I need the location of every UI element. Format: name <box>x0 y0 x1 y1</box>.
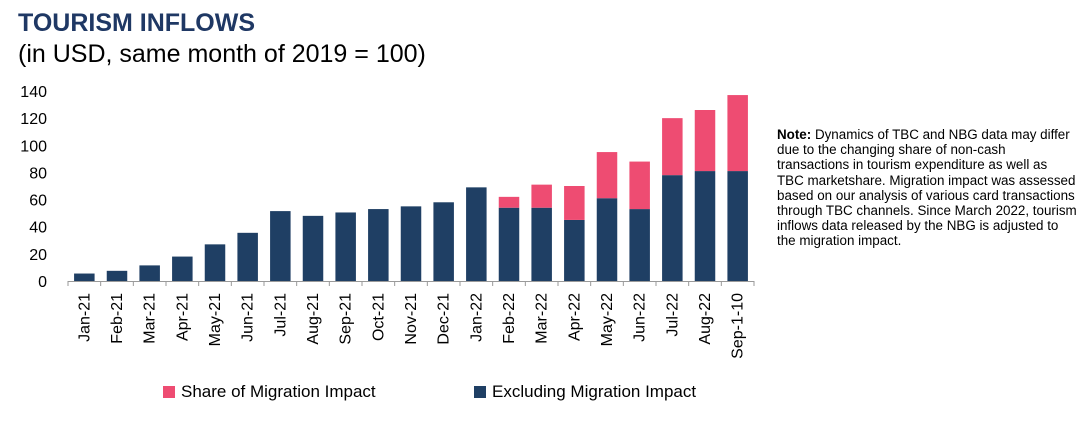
x-tick-label: May-21 <box>207 293 224 346</box>
y-tick-label: 100 <box>20 138 47 155</box>
bar-migration-impact <box>727 95 748 172</box>
legend-item-excluding: Excluding Migration Impact <box>474 382 696 402</box>
bar-excluding-migration <box>368 209 389 281</box>
bar-excluding-migration <box>74 273 95 281</box>
bar-excluding-migration <box>596 198 618 281</box>
y-tick-label: 0 <box>38 274 47 291</box>
x-tick-label: Mar-21 <box>142 293 159 344</box>
bar-migration-impact <box>531 184 552 208</box>
chart-title: TOURISM INFLOWS <box>18 9 256 37</box>
x-tick-label: Feb-21 <box>109 293 126 344</box>
x-tick-label: Jun-22 <box>632 293 649 342</box>
x-tick-label: Jul-22 <box>664 293 681 337</box>
x-tick-label: Feb-22 <box>501 293 518 344</box>
y-tick-label: 60 <box>29 193 47 210</box>
x-tick-label: Apr-22 <box>566 293 583 341</box>
note-body: Dynamics of TBC and NBG data may differ … <box>777 127 1077 249</box>
x-tick-label: Mar-22 <box>534 293 551 344</box>
bar-excluding-migration <box>270 211 291 281</box>
bar-migration-impact <box>596 152 618 199</box>
x-tick-label: Sep-1-10 <box>730 293 747 359</box>
x-tick-label: Oct-21 <box>370 293 387 341</box>
bar-excluding-migration <box>237 232 258 281</box>
x-tick-label: Sep-21 <box>338 293 355 345</box>
y-tick-label: 40 <box>29 220 47 237</box>
bar-migration-impact <box>662 118 683 176</box>
bar-excluding-migration <box>106 270 128 281</box>
stacked-bar-chart: 0 20 40 60 80 100 120 140 Jan-21 Feb-21 Mar-21 Apr-… <box>20 84 755 359</box>
note-label: Note: <box>777 127 812 142</box>
x-tick-label: Jun-21 <box>240 293 257 342</box>
legend-label-migration: Share of Migration Impact <box>181 382 376 401</box>
x-tick-label: Aug-21 <box>305 293 322 345</box>
chart-subtitle: (in USD, same month of 2019 = 100) <box>18 40 426 68</box>
legend-swatch-excluding <box>474 386 486 398</box>
x-tick-label: Jul-21 <box>272 293 289 337</box>
x-tick-label: Dec-21 <box>436 293 453 345</box>
y-tick-label: 120 <box>20 111 47 128</box>
bar-excluding-migration <box>564 219 585 281</box>
x-tick-label: Aug-22 <box>697 293 714 345</box>
bar-migration-impact <box>564 186 585 220</box>
y-tick-label: 140 <box>20 84 47 101</box>
bar-excluding-migration <box>727 171 748 281</box>
bar-excluding-migration <box>302 215 324 281</box>
legend-swatch-migration <box>163 386 175 398</box>
y-tick-label: 80 <box>29 165 47 182</box>
bar-excluding-migration <box>433 202 454 281</box>
bar-excluding-migration <box>498 207 520 281</box>
bar-excluding-migration <box>400 206 422 281</box>
y-tick-label: 20 <box>29 247 47 264</box>
bar-migration-impact <box>498 196 520 208</box>
x-tick-label: Jan-21 <box>76 293 93 342</box>
legend-item-migration: Share of Migration Impact <box>163 382 376 402</box>
bar-excluding-migration <box>662 175 683 281</box>
bar-excluding-migration <box>204 244 226 281</box>
bar-excluding-migration <box>335 212 356 281</box>
bar-excluding-migration <box>139 265 160 281</box>
x-tick-label: Jan-22 <box>468 293 485 342</box>
bar-excluding-migration <box>629 209 650 281</box>
legend-label-excluding: Excluding Migration Impact <box>492 382 697 401</box>
bar-excluding-migration <box>466 187 487 281</box>
x-tick-label: Nov-21 <box>403 293 420 345</box>
bar-excluding-migration <box>531 207 552 281</box>
note-text: Note: Dynamics of TBC and NBG data may d… <box>777 127 1077 249</box>
bar-excluding-migration <box>172 256 193 281</box>
x-tick-label: May-22 <box>599 293 616 346</box>
bar-migration-impact <box>694 110 716 172</box>
bar-excluding-migration <box>694 171 716 281</box>
bar-migration-impact <box>629 161 650 210</box>
x-tick-label: Apr-21 <box>174 293 191 341</box>
